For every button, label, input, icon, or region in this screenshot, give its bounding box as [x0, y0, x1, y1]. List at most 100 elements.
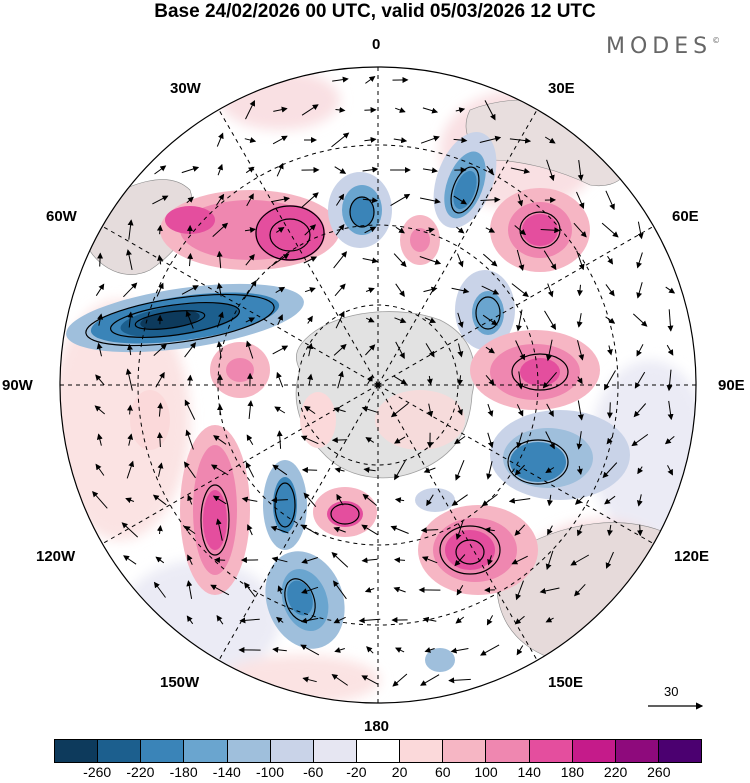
modes-logo: MODES© [606, 34, 720, 59]
map-title: Base 24/02/2026 00 UTC, valid 05/03/2026… [154, 1, 596, 22]
wind-vector [213, 435, 227, 445]
wind-vector [362, 257, 379, 264]
wind-vector [277, 314, 283, 326]
lon-label-150e: 150E [548, 674, 584, 691]
wind-vector [216, 132, 224, 147]
wind-vector [245, 317, 256, 323]
wind-vector [426, 375, 433, 385]
logo-text: MODES [606, 34, 713, 59]
wind-vector [577, 160, 584, 181]
colorbar-tick-label: 100 [474, 764, 498, 780]
wind-vector [301, 557, 318, 564]
wind-vector [419, 256, 442, 265]
wind-vector [453, 137, 468, 144]
lon-label-60e: 60E [672, 208, 699, 225]
wind-vector [454, 554, 466, 567]
wind-vector [456, 226, 465, 234]
wind-vector [605, 284, 615, 297]
wind-vector [577, 340, 585, 361]
wind-vector [185, 429, 194, 450]
wind-vector [243, 582, 256, 598]
wind-vector [126, 249, 133, 271]
wind-vector [96, 342, 103, 357]
wind-vector [364, 226, 377, 234]
lon-label-90w: 90W [2, 377, 33, 394]
wind-vector [484, 527, 495, 533]
wind-vector [393, 253, 407, 268]
lon-label-30e: 30E [548, 80, 575, 97]
wind-vector [304, 405, 316, 415]
wind-vector [545, 616, 554, 623]
wind-vector [511, 283, 529, 298]
wind-vector [450, 647, 469, 654]
wind-vector [637, 221, 644, 240]
wind-vector [271, 556, 288, 563]
wind-vector [95, 374, 105, 386]
wind-vector [125, 368, 133, 391]
wind-vector [422, 616, 437, 623]
wind-vector [96, 433, 103, 446]
wind-vector [157, 462, 164, 477]
colorbar-segment [442, 740, 486, 762]
wind-vector [245, 254, 255, 266]
wind-vector [544, 136, 556, 144]
wind-vector [123, 282, 138, 298]
wind-vector [516, 432, 523, 449]
wind-vector [304, 287, 316, 293]
wind-vector [486, 615, 494, 626]
wind-vector [246, 434, 254, 446]
wind-vector [394, 317, 407, 324]
wind-vector [156, 282, 164, 297]
wind-vector [637, 466, 644, 475]
wind-vector [362, 197, 379, 204]
lon-label-120w: 120W [36, 548, 76, 565]
wind-vector [545, 339, 553, 362]
wind-vector [336, 493, 344, 506]
wind-vector [337, 370, 344, 389]
wind-vector [540, 227, 561, 234]
wind-vector [517, 194, 524, 207]
wind-vector [485, 227, 496, 233]
colorbar-tick-label: 260 [647, 764, 671, 780]
wind-vector [514, 464, 525, 476]
wind-vector [515, 340, 526, 361]
wind-vector [273, 106, 288, 113]
wind-vector [215, 193, 225, 206]
wind-vector [156, 525, 163, 535]
wind-vector [420, 674, 440, 686]
colorbar-tick-label: -220 [126, 764, 155, 780]
wind-vector [510, 167, 531, 174]
wind-vector [270, 525, 289, 534]
wind-vector [307, 315, 313, 324]
wind-vector [516, 404, 524, 417]
wind-vector [152, 195, 169, 205]
wind-vector [426, 494, 434, 507]
wind-vector [570, 554, 590, 566]
wind-vector [486, 461, 493, 480]
colorbar-segment [55, 740, 98, 762]
wind-vector [183, 461, 196, 479]
wind-vector [126, 404, 133, 415]
wind-vector [516, 249, 525, 271]
wind-vector [301, 192, 319, 208]
wind-vector [487, 403, 494, 417]
wind-vector [667, 309, 674, 332]
wind-vector [271, 253, 290, 267]
wind-vector [216, 250, 223, 269]
colorbar-segment [657, 740, 702, 762]
wind-vector [633, 403, 647, 418]
wind-vector [334, 283, 346, 297]
wind-vector [545, 467, 555, 474]
wind-vector [184, 399, 196, 420]
wind-vector [331, 132, 350, 148]
wind-vector [300, 435, 319, 445]
colorbar-tick-label: 60 [435, 764, 451, 780]
wind-vector [546, 403, 554, 417]
colorbar-segment [312, 740, 356, 762]
wind-vector [246, 193, 254, 207]
wind-vector [153, 581, 166, 598]
wind-vector [542, 371, 557, 389]
wind-vector [333, 526, 346, 533]
wind-vector [422, 107, 439, 114]
colorbar-tick-label: 220 [603, 764, 628, 780]
